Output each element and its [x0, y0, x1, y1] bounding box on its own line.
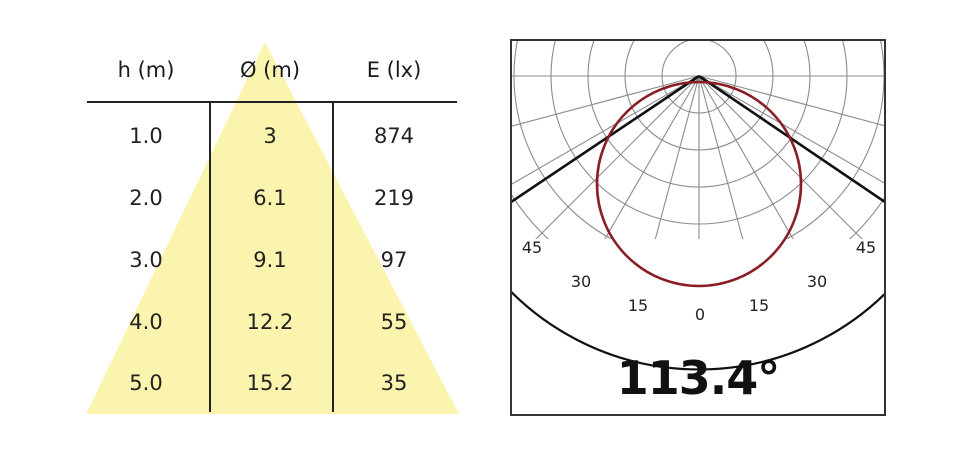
angle-label-right-45: 45 [856, 238, 876, 257]
polar-diagram-panel: 45 30 15 0 15 30 45 113.4° [510, 39, 886, 416]
illuminance-cell: 874 [373, 124, 415, 148]
grid-spoke [698, 75, 885, 184]
header-divider [87, 101, 457, 103]
diameter-cell: 15.2 [246, 371, 294, 395]
header-illuminance: E (lx) [366, 58, 422, 82]
header-diameter: Ø (m) [239, 58, 301, 82]
grid-spoke [511, 75, 700, 265]
diameter-cell: 6.1 [253, 186, 287, 210]
illuminance-table-panel: h (m) Ø (m) E (lx) 1.0 3 874 2.0 6.1 219… [0, 0, 480, 461]
light-cone-shape [86, 42, 459, 414]
diameter-cell: 12.2 [246, 310, 294, 334]
height-cell: 5.0 [129, 371, 163, 395]
header-height: h (m) [117, 58, 175, 82]
illuminance-cell: 97 [380, 248, 408, 272]
height-cell: 4.0 [129, 310, 163, 334]
angle-label-right-30: 30 [807, 272, 827, 291]
beam-edge-left [511, 74, 700, 204]
label-band-mask [511, 239, 885, 415]
angle-label-left-45: 45 [522, 238, 542, 257]
light-cone [86, 42, 459, 414]
beam-edge-right [698, 74, 885, 204]
diameter-cell: 3 [263, 124, 277, 148]
column-divider [332, 103, 334, 412]
grid-spoke [511, 75, 700, 127]
grid-spoke [698, 75, 885, 263]
beam-angle-value: 113.4° [616, 351, 781, 405]
illuminance-cell: 55 [380, 310, 408, 334]
grid-spoke [698, 75, 885, 127]
angle-label-left-30: 30 [571, 272, 591, 291]
diameter-cell: 9.1 [253, 248, 287, 272]
diagram-frame [510, 39, 886, 416]
height-cell: 3.0 [129, 248, 163, 272]
distribution-curve [595, 80, 803, 288]
grid-spoke [511, 75, 700, 185]
angle-label-right-15: 15 [749, 296, 769, 315]
polar-diagram: 45 30 15 0 15 30 45 [510, 39, 886, 416]
height-cell: 1.0 [129, 124, 163, 148]
outer-scale-arc [511, 290, 885, 371]
column-divider [209, 103, 211, 412]
illuminance-cell: 35 [380, 371, 408, 395]
angle-label-zero: 0 [695, 305, 705, 324]
angle-label-left-15: 15 [628, 296, 648, 315]
illuminance-cell: 219 [373, 186, 415, 210]
height-cell: 2.0 [129, 186, 163, 210]
